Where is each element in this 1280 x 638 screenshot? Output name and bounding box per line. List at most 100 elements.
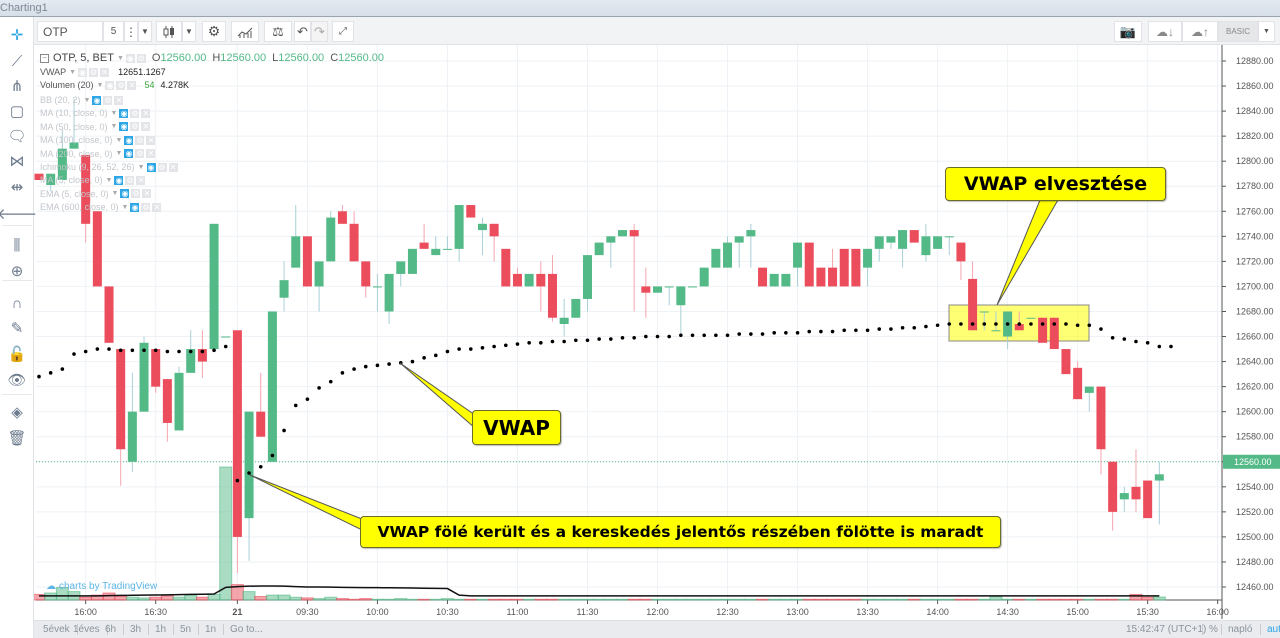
- chevron-down-icon[interactable]: ▼: [69, 68, 77, 76]
- trash-icon[interactable]: 🗑: [7, 430, 27, 447]
- auto-scale-toggle[interactable]: automata: [1260, 624, 1280, 635]
- close-icon[interactable]: ✕: [100, 67, 110, 77]
- indicator-name[interactable]: MA (50, close, 0): [40, 121, 108, 132]
- close-icon[interactable]: ✕: [146, 149, 156, 159]
- rectangle-icon[interactable]: ▢: [9, 103, 25, 120]
- undo-icon[interactable]: ↶: [294, 21, 311, 42]
- close-icon[interactable]: ✕: [152, 202, 162, 212]
- crosshair-icon[interactable]: ✛: [10, 27, 24, 44]
- chevron-down-icon[interactable]: ▼: [83, 96, 91, 104]
- indicators-icon[interactable]: [231, 21, 259, 42]
- gear-icon[interactable]: ⚙: [125, 175, 135, 185]
- camera-icon[interactable]: 📷: [1114, 21, 1142, 42]
- more-vert-icon[interactable]: ⋮: [124, 21, 138, 42]
- chevron-down-icon[interactable]: ▼: [96, 81, 104, 89]
- chevron-down-icon[interactable]: ▼: [137, 163, 145, 171]
- gear-icon[interactable]: ⚙: [130, 122, 140, 132]
- chevron-down-icon[interactable]: ▼: [182, 21, 196, 42]
- time-axis[interactable]: [36, 600, 1222, 620]
- chevron-down-icon[interactable]: ▼: [121, 203, 129, 211]
- eye-off-icon[interactable]: ◉: [119, 108, 129, 118]
- chevron-down-icon[interactable]: ▼: [115, 136, 123, 144]
- fullscreen-icon[interactable]: ⤢: [332, 21, 354, 42]
- interval-select[interactable]: 5: [103, 21, 124, 42]
- eye-off-icon[interactable]: ◉: [120, 189, 130, 199]
- range-button[interactable]: 1n: [198, 624, 225, 635]
- gear-icon[interactable]: ⚙: [131, 189, 141, 199]
- gear-icon[interactable]: ⚙: [130, 108, 140, 118]
- indicator-name[interactable]: BB (20, 2): [40, 95, 81, 105]
- gear-icon[interactable]: ⚙: [135, 149, 145, 159]
- vwap-name[interactable]: VWAP: [40, 67, 67, 77]
- indicator-name[interactable]: MA (5, close, 0): [40, 175, 103, 186]
- chevron-down-icon[interactable]: ▼: [111, 190, 119, 198]
- eye-icon[interactable]: ◉: [78, 67, 88, 77]
- annotation-vwap-lost[interactable]: VWAP elvesztése: [945, 167, 1166, 201]
- range-button[interactable]: 5n: [173, 624, 200, 635]
- symbol-input[interactable]: OTP: [37, 21, 103, 42]
- eye-off-icon[interactable]: ◉: [119, 122, 129, 132]
- chevron-down-icon[interactable]: ▼: [115, 150, 123, 158]
- range-button[interactable]: 1éves: [66, 624, 108, 635]
- price-axis[interactable]: [1222, 45, 1280, 600]
- compare-scale-icon[interactable]: ⚖: [264, 21, 292, 42]
- eye-off-icon[interactable]: ◉: [124, 135, 134, 145]
- chevron-down-icon[interactable]: ▼: [110, 109, 118, 117]
- collapse-icon[interactable]: −: [40, 53, 49, 63]
- chevron-down-icon[interactable]: ▼: [1258, 21, 1275, 42]
- eye-off-icon[interactable]: ◉: [92, 95, 102, 105]
- eye-icon[interactable]: ◉: [105, 80, 115, 90]
- eye-off-icon[interactable]: ◉: [146, 162, 156, 172]
- gear-icon[interactable]: ⚙: [157, 162, 167, 172]
- range-button[interactable]: Go to...: [230, 624, 263, 635]
- annotation-vwap[interactable]: VWAP: [472, 410, 561, 445]
- range-button[interactable]: 6h: [98, 624, 125, 635]
- back-arrow-icon[interactable]: 🡐: [0, 205, 38, 223]
- trend-line-icon[interactable]: ⟋: [11, 52, 23, 70]
- eye-off-icon[interactable]: ◉: [130, 202, 140, 212]
- close-icon[interactable]: ✕: [141, 108, 151, 118]
- range-button[interactable]: 1h: [148, 624, 175, 635]
- close-icon[interactable]: ✕: [168, 162, 178, 172]
- cloud-upload-icon[interactable]: ☁↑: [1182, 21, 1218, 42]
- indicator-name[interactable]: MA (10, close, 0): [40, 108, 108, 119]
- chevron-down-icon[interactable]: ▼: [105, 176, 113, 184]
- percent-toggle[interactable]: %: [1202, 624, 1218, 635]
- gear-icon[interactable]: ⚙: [103, 95, 113, 105]
- gear-icon[interactable]: ⚙: [116, 80, 126, 90]
- redo-icon[interactable]: ↷: [311, 21, 328, 42]
- unlock-icon[interactable]: 🔓: [7, 346, 27, 363]
- indicator-name[interactable]: EMA (5, close, 0): [40, 188, 109, 199]
- close-icon[interactable]: ✕: [141, 122, 151, 132]
- close-icon[interactable]: ✕: [127, 80, 137, 90]
- series-title[interactable]: OTP, 5, BET: [53, 52, 114, 64]
- lock-drawing-icon[interactable]: ✎: [10, 320, 24, 337]
- gear-icon[interactable]: ⚙: [141, 202, 151, 212]
- candles-icon[interactable]: [156, 21, 182, 42]
- close-icon[interactable]: ✕: [136, 175, 146, 185]
- volume-name[interactable]: Volumen (20): [40, 80, 94, 90]
- close-icon[interactable]: ✕: [142, 189, 152, 199]
- zoom-in-icon[interactable]: ⊕: [10, 263, 24, 280]
- eye-off-icon[interactable]: ◉: [114, 175, 124, 185]
- callout-icon[interactable]: 🗨: [7, 128, 27, 145]
- eye-off-icon[interactable]: ◉: [124, 149, 134, 159]
- close-icon[interactable]: ✕: [114, 95, 124, 105]
- range-button[interactable]: 5évek: [36, 624, 78, 635]
- indicator-name[interactable]: Ichimoku (9, 26, 52, 26): [40, 162, 135, 172]
- chevron-down-icon[interactable]: ▼: [138, 21, 152, 42]
- basic-layout-button[interactable]: BASIC: [1218, 21, 1258, 42]
- indicator-name[interactable]: EMA (600, close, 0): [40, 202, 119, 213]
- pattern-icon[interactable]: ⋈: [9, 153, 25, 170]
- gear-icon[interactable]: ⚙: [89, 67, 99, 77]
- eye-icon[interactable]: ◉: [125, 53, 135, 63]
- gear-icon[interactable]: ⚙: [136, 53, 146, 63]
- layers-icon[interactable]: ◈: [11, 404, 23, 421]
- candles-ruler-icon[interactable]: ⫼: [13, 236, 21, 254]
- chevron-down-icon[interactable]: ▼: [116, 54, 124, 62]
- close-icon[interactable]: ✕: [146, 135, 156, 145]
- measure-icon[interactable]: ⇹: [10, 179, 24, 196]
- annotation-above-vwap[interactable]: VWAP fölé került és a kereskedés jelentő…: [360, 516, 1001, 548]
- cloud-download-icon[interactable]: ☁↓: [1148, 21, 1182, 42]
